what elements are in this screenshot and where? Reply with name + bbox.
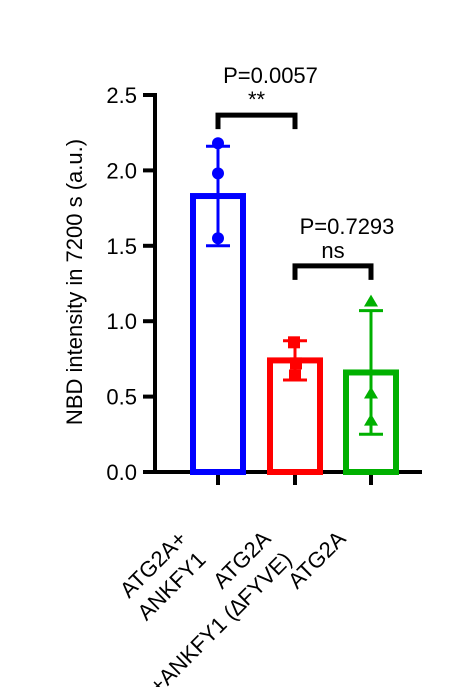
x-category-label: ATG2A [283,526,351,594]
data-point [288,336,300,349]
y-tick-label: 2.5 [106,83,137,108]
y-axis: 0.0 0.5 1.0 1.5 2.0 2.5 [106,83,157,485]
y-tick-label: 1.5 [106,234,137,259]
y-tick-label: 1.0 [106,309,137,334]
data-point [364,386,378,399]
y-tick-label: 0.5 [106,385,137,410]
significance-bracket: **P=0.0057 [215,63,318,130]
significance-annotations: **P=0.0057 nsP=0.7293 [215,63,395,280]
data-point [290,357,302,370]
p-value-label: P=0.7293 [300,214,395,239]
data-point [212,167,224,180]
bars [190,137,399,475]
bar-group [190,137,246,475]
significance-marker: ns [321,238,344,263]
significance-marker: ** [248,87,266,112]
y-tick-label: 2.0 [106,158,137,183]
bar-group [343,294,399,475]
data-point [364,294,378,307]
data-point [364,413,378,426]
p-value-label: P=0.0057 [223,63,318,88]
data-point [212,137,224,150]
significance-bracket: nsP=0.7293 [292,214,395,280]
bar-group [267,336,323,475]
bracket-line [215,112,298,130]
bracket-line [292,263,374,280]
data-point [212,232,224,245]
y-axis-title: NBD intensity in 7200 s (a.u.) [62,139,87,425]
data-point [289,369,301,382]
y-tick-label: 0.0 [106,460,137,485]
